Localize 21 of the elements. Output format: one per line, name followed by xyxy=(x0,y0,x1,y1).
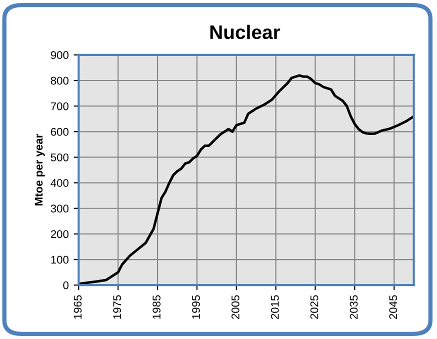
y-tick-label: 900 xyxy=(50,51,69,60)
y-tick-label: 500 xyxy=(50,153,69,162)
x-tick-label: 2015 xyxy=(270,295,279,319)
x-tick-label: 1985 xyxy=(152,295,161,319)
y-tick-label: 800 xyxy=(50,76,69,85)
y-tick-label: 200 xyxy=(50,230,69,238)
x-tick-label: 2035 xyxy=(350,295,358,319)
y-tick-label: 700 xyxy=(50,102,69,110)
y-axis-title: Mtoe per year xyxy=(34,134,45,206)
x-tick-label: 2045 xyxy=(389,295,398,319)
y-tick-label: 0 xyxy=(63,281,69,290)
x-tick-label: 2005 xyxy=(232,295,240,319)
x-tick-label: 2025 xyxy=(310,295,318,319)
y-tick-label: 300 xyxy=(50,204,69,213)
x-tick-label: 1965 xyxy=(74,295,82,319)
y-tick-label: 400 xyxy=(50,179,69,187)
y-tick-label: 100 xyxy=(51,256,69,264)
x-tick-label: 1975 xyxy=(113,295,122,319)
y-tick-label: 600 xyxy=(50,128,69,136)
chart-title: Nuclear xyxy=(210,24,280,40)
x-tick-label: 1995 xyxy=(192,295,200,319)
